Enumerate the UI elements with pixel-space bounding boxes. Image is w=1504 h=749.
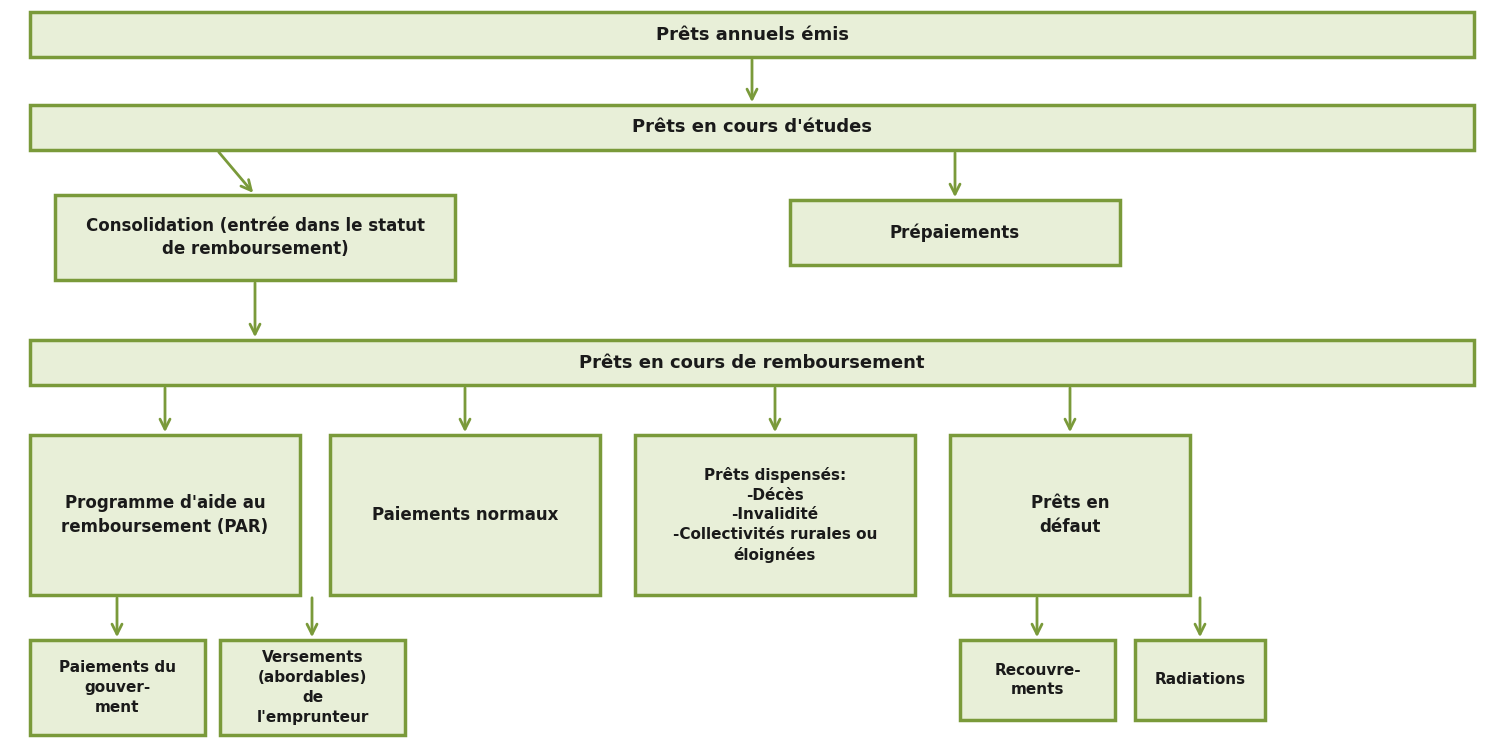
Bar xyxy=(30,435,299,595)
Bar xyxy=(30,12,1474,57)
Text: Prêts dispensés:
-Décès
-Invalidité
-Collectivités rurales ou
éloignées: Prêts dispensés: -Décès -Invalidité -Col… xyxy=(672,467,877,563)
Bar xyxy=(30,340,1474,385)
Bar xyxy=(635,435,914,595)
Text: Prêts en
défaut: Prêts en défaut xyxy=(1030,494,1110,536)
Bar xyxy=(220,640,405,735)
Text: Versements
(abordables)
de
l'emprunteur: Versements (abordables) de l'emprunteur xyxy=(256,650,368,725)
Bar xyxy=(951,435,1190,595)
Text: Paiements normaux: Paiements normaux xyxy=(371,506,558,524)
Bar xyxy=(960,640,1114,720)
Bar xyxy=(56,195,456,280)
Text: Consolidation (entrée dans le statut
de remboursement): Consolidation (entrée dans le statut de … xyxy=(86,216,424,258)
Text: Prêts en cours de remboursement: Prêts en cours de remboursement xyxy=(579,354,925,372)
Bar xyxy=(30,105,1474,150)
Text: Paiements du
gouver-
ment: Paiements du gouver- ment xyxy=(59,660,176,715)
Text: Prêts annuels émis: Prêts annuels émis xyxy=(656,25,848,43)
Text: Prépaiements: Prépaiements xyxy=(890,223,1020,242)
Text: Recouvre-
ments: Recouvre- ments xyxy=(994,663,1081,697)
Text: Prêts en cours d'études: Prêts en cours d'études xyxy=(632,118,872,136)
Bar xyxy=(30,640,205,735)
Bar xyxy=(1136,640,1265,720)
Text: Programme d'aide au
remboursement (PAR): Programme d'aide au remboursement (PAR) xyxy=(62,494,269,536)
Bar xyxy=(790,200,1120,265)
Text: Radiations: Radiations xyxy=(1155,673,1245,688)
Bar xyxy=(329,435,600,595)
